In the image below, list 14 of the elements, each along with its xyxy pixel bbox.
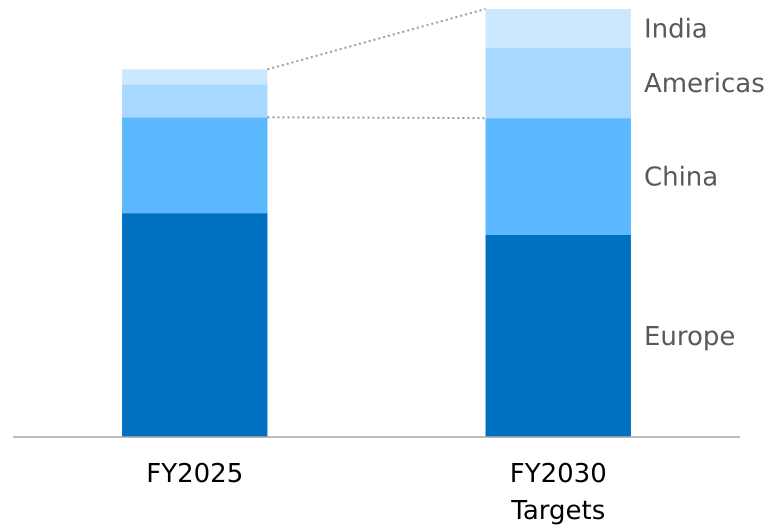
series-label: China [644, 162, 718, 193]
bar [486, 234, 631, 437]
series-label: Americas [644, 69, 765, 100]
series-label: Europe [644, 322, 736, 352]
series-label: India [644, 14, 708, 44]
bar [122, 117, 268, 214]
bar [122, 84, 268, 118]
bar [122, 213, 268, 437]
bar [486, 9, 631, 48]
x-tick-label: FY2030 Targets [510, 459, 607, 526]
bar [122, 69, 268, 84]
bar [486, 118, 631, 235]
x-tick-label: FY2025 [146, 459, 244, 489]
bar [486, 48, 631, 118]
